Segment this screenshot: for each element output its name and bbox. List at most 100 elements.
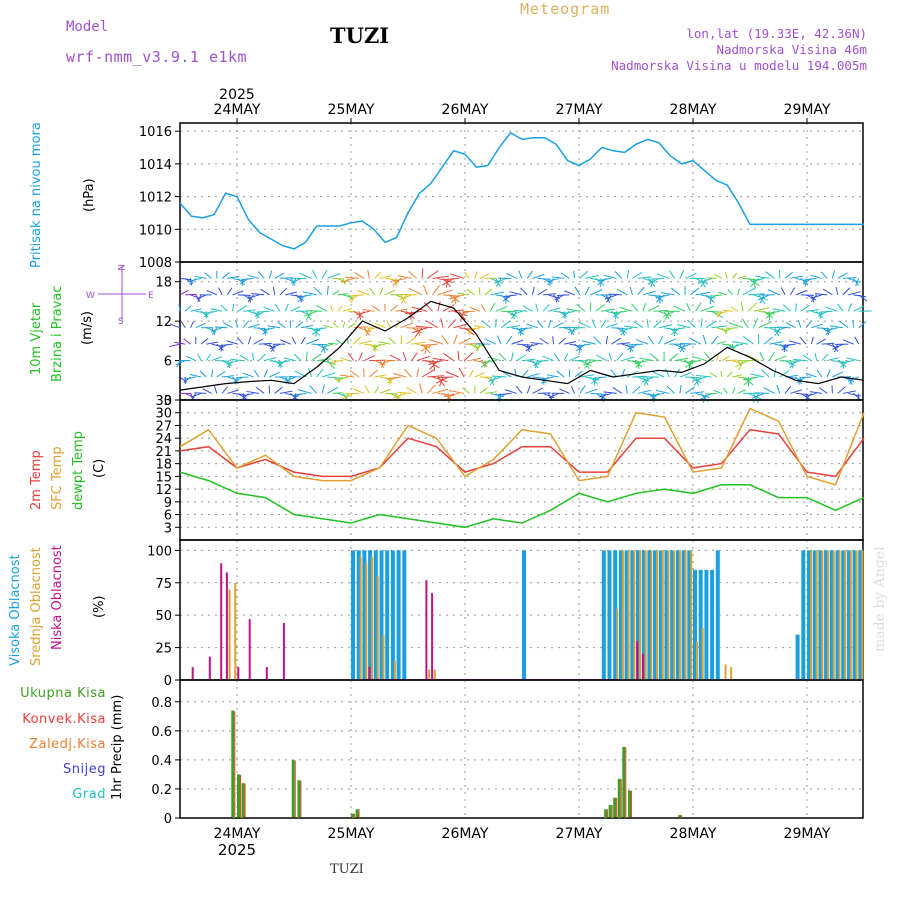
- cloud-bar: [402, 550, 407, 680]
- wind-ytick-label: 18: [155, 276, 172, 291]
- wind-barb: [687, 319, 696, 329]
- wind-barb: [304, 310, 317, 317]
- wind-barb: [197, 353, 202, 361]
- wind-barb: [779, 370, 790, 378]
- wind-barb: [260, 288, 270, 296]
- wind-barb: [200, 310, 209, 318]
- wind-barb: [732, 272, 738, 279]
- wind-barb: [709, 294, 712, 305]
- wind-barb: [810, 294, 815, 303]
- wind-barb: [513, 309, 528, 312]
- wind-barb: [379, 360, 391, 366]
- wind-barb: [272, 287, 276, 295]
- cloud-bar: [715, 550, 720, 680]
- precip-ytick-label: 0.4: [151, 754, 172, 769]
- cloud-frame: [179, 539, 864, 681]
- temp-ytick-label: 6: [164, 509, 172, 524]
- wind-barb: [822, 288, 833, 296]
- wind-barb: [226, 360, 239, 365]
- wind-barb: [484, 288, 493, 296]
- wind-barb: [506, 325, 521, 329]
- wind-barb: [556, 370, 565, 378]
- wind-barb: [837, 272, 848, 279]
- conv-precip-bar: [625, 747, 627, 818]
- meteogram-title: Meteogram: [520, 0, 611, 18]
- wind-barb: [350, 294, 365, 297]
- wind-barb: [204, 310, 217, 314]
- wind-barb: [570, 385, 576, 394]
- wind-barb: [221, 386, 228, 394]
- wind-barb: [695, 302, 702, 312]
- wind-barb: [649, 353, 660, 361]
- wind-barb: [716, 340, 726, 345]
- wind-barb: [519, 327, 533, 330]
- wind-barb: [837, 303, 844, 312]
- cloud-bar: [636, 641, 639, 680]
- wind-barb: [533, 360, 544, 367]
- wind-barb: [285, 376, 296, 382]
- wind-barb: [378, 341, 391, 345]
- wind-barb: [655, 294, 670, 299]
- cloud-bar: [861, 550, 864, 680]
- wind-barb: [390, 278, 399, 285]
- wind-barb: [521, 369, 529, 378]
- precip-bar: [604, 809, 608, 818]
- wind-barb: [678, 343, 691, 350]
- cloud-bar: [656, 550, 659, 680]
- wind-barb: [180, 321, 186, 328]
- cloud-bar: [821, 550, 824, 680]
- wind-barb: [728, 322, 744, 329]
- wind-barb: [416, 368, 420, 378]
- wind-barb: [210, 308, 223, 312]
- cloud-bar: [362, 550, 367, 680]
- wind-barb: [509, 291, 523, 296]
- wind-barb: [468, 369, 474, 378]
- wind-barb: [223, 322, 233, 329]
- cloud-bar: [812, 550, 817, 680]
- cloud-bar: [385, 550, 390, 680]
- wind-barb: [548, 307, 561, 312]
- wind-barb: [532, 273, 545, 279]
- wind-barb: [637, 276, 652, 279]
- wind-barb: [685, 376, 700, 379]
- wind-barb: [684, 386, 695, 394]
- wind-barb: [432, 285, 440, 296]
- conv-precip-bar: [240, 774, 241, 818]
- wind-barb: [400, 322, 414, 329]
- wind-barb: [818, 310, 833, 313]
- wind-barb: [184, 305, 192, 312]
- wind-barb: [479, 387, 488, 394]
- cloud-bar: [832, 550, 835, 680]
- wind-barb: [305, 311, 312, 321]
- precip-bar: [291, 759, 295, 818]
- wind-barb: [663, 310, 675, 317]
- wind-barb: [390, 304, 398, 312]
- wind-barb: [274, 386, 283, 394]
- temp-series-0: [179, 428, 865, 478]
- cloud-bar: [265, 667, 268, 680]
- wind-barb: [714, 273, 723, 279]
- wind-barb: [316, 368, 324, 378]
- temp-series-2: [179, 471, 865, 529]
- wind-barb: [469, 357, 481, 362]
- wind-barb: [832, 371, 844, 378]
- wind-barb: [335, 339, 344, 345]
- wind-barb: [793, 358, 807, 362]
- wind-barb: [397, 275, 412, 279]
- wind-ytick-label: 0: [164, 394, 172, 409]
- wind-barb: [189, 373, 202, 378]
- cloud-bar: [815, 550, 818, 680]
- wind-barb: [631, 303, 639, 312]
- wind-barb: [345, 276, 359, 279]
- wind-barb: [196, 294, 207, 300]
- wind-barb: [738, 360, 744, 371]
- wind-barb: [230, 358, 244, 362]
- wind-barb: [279, 277, 293, 279]
- wind-barb: [269, 371, 280, 378]
- wind-barb: [526, 270, 533, 279]
- wind-barb: [190, 392, 202, 398]
- wind-barb: [700, 305, 715, 312]
- wind-barb: [315, 304, 328, 312]
- wind-barb: [348, 323, 356, 329]
- wind-barb: [795, 303, 798, 312]
